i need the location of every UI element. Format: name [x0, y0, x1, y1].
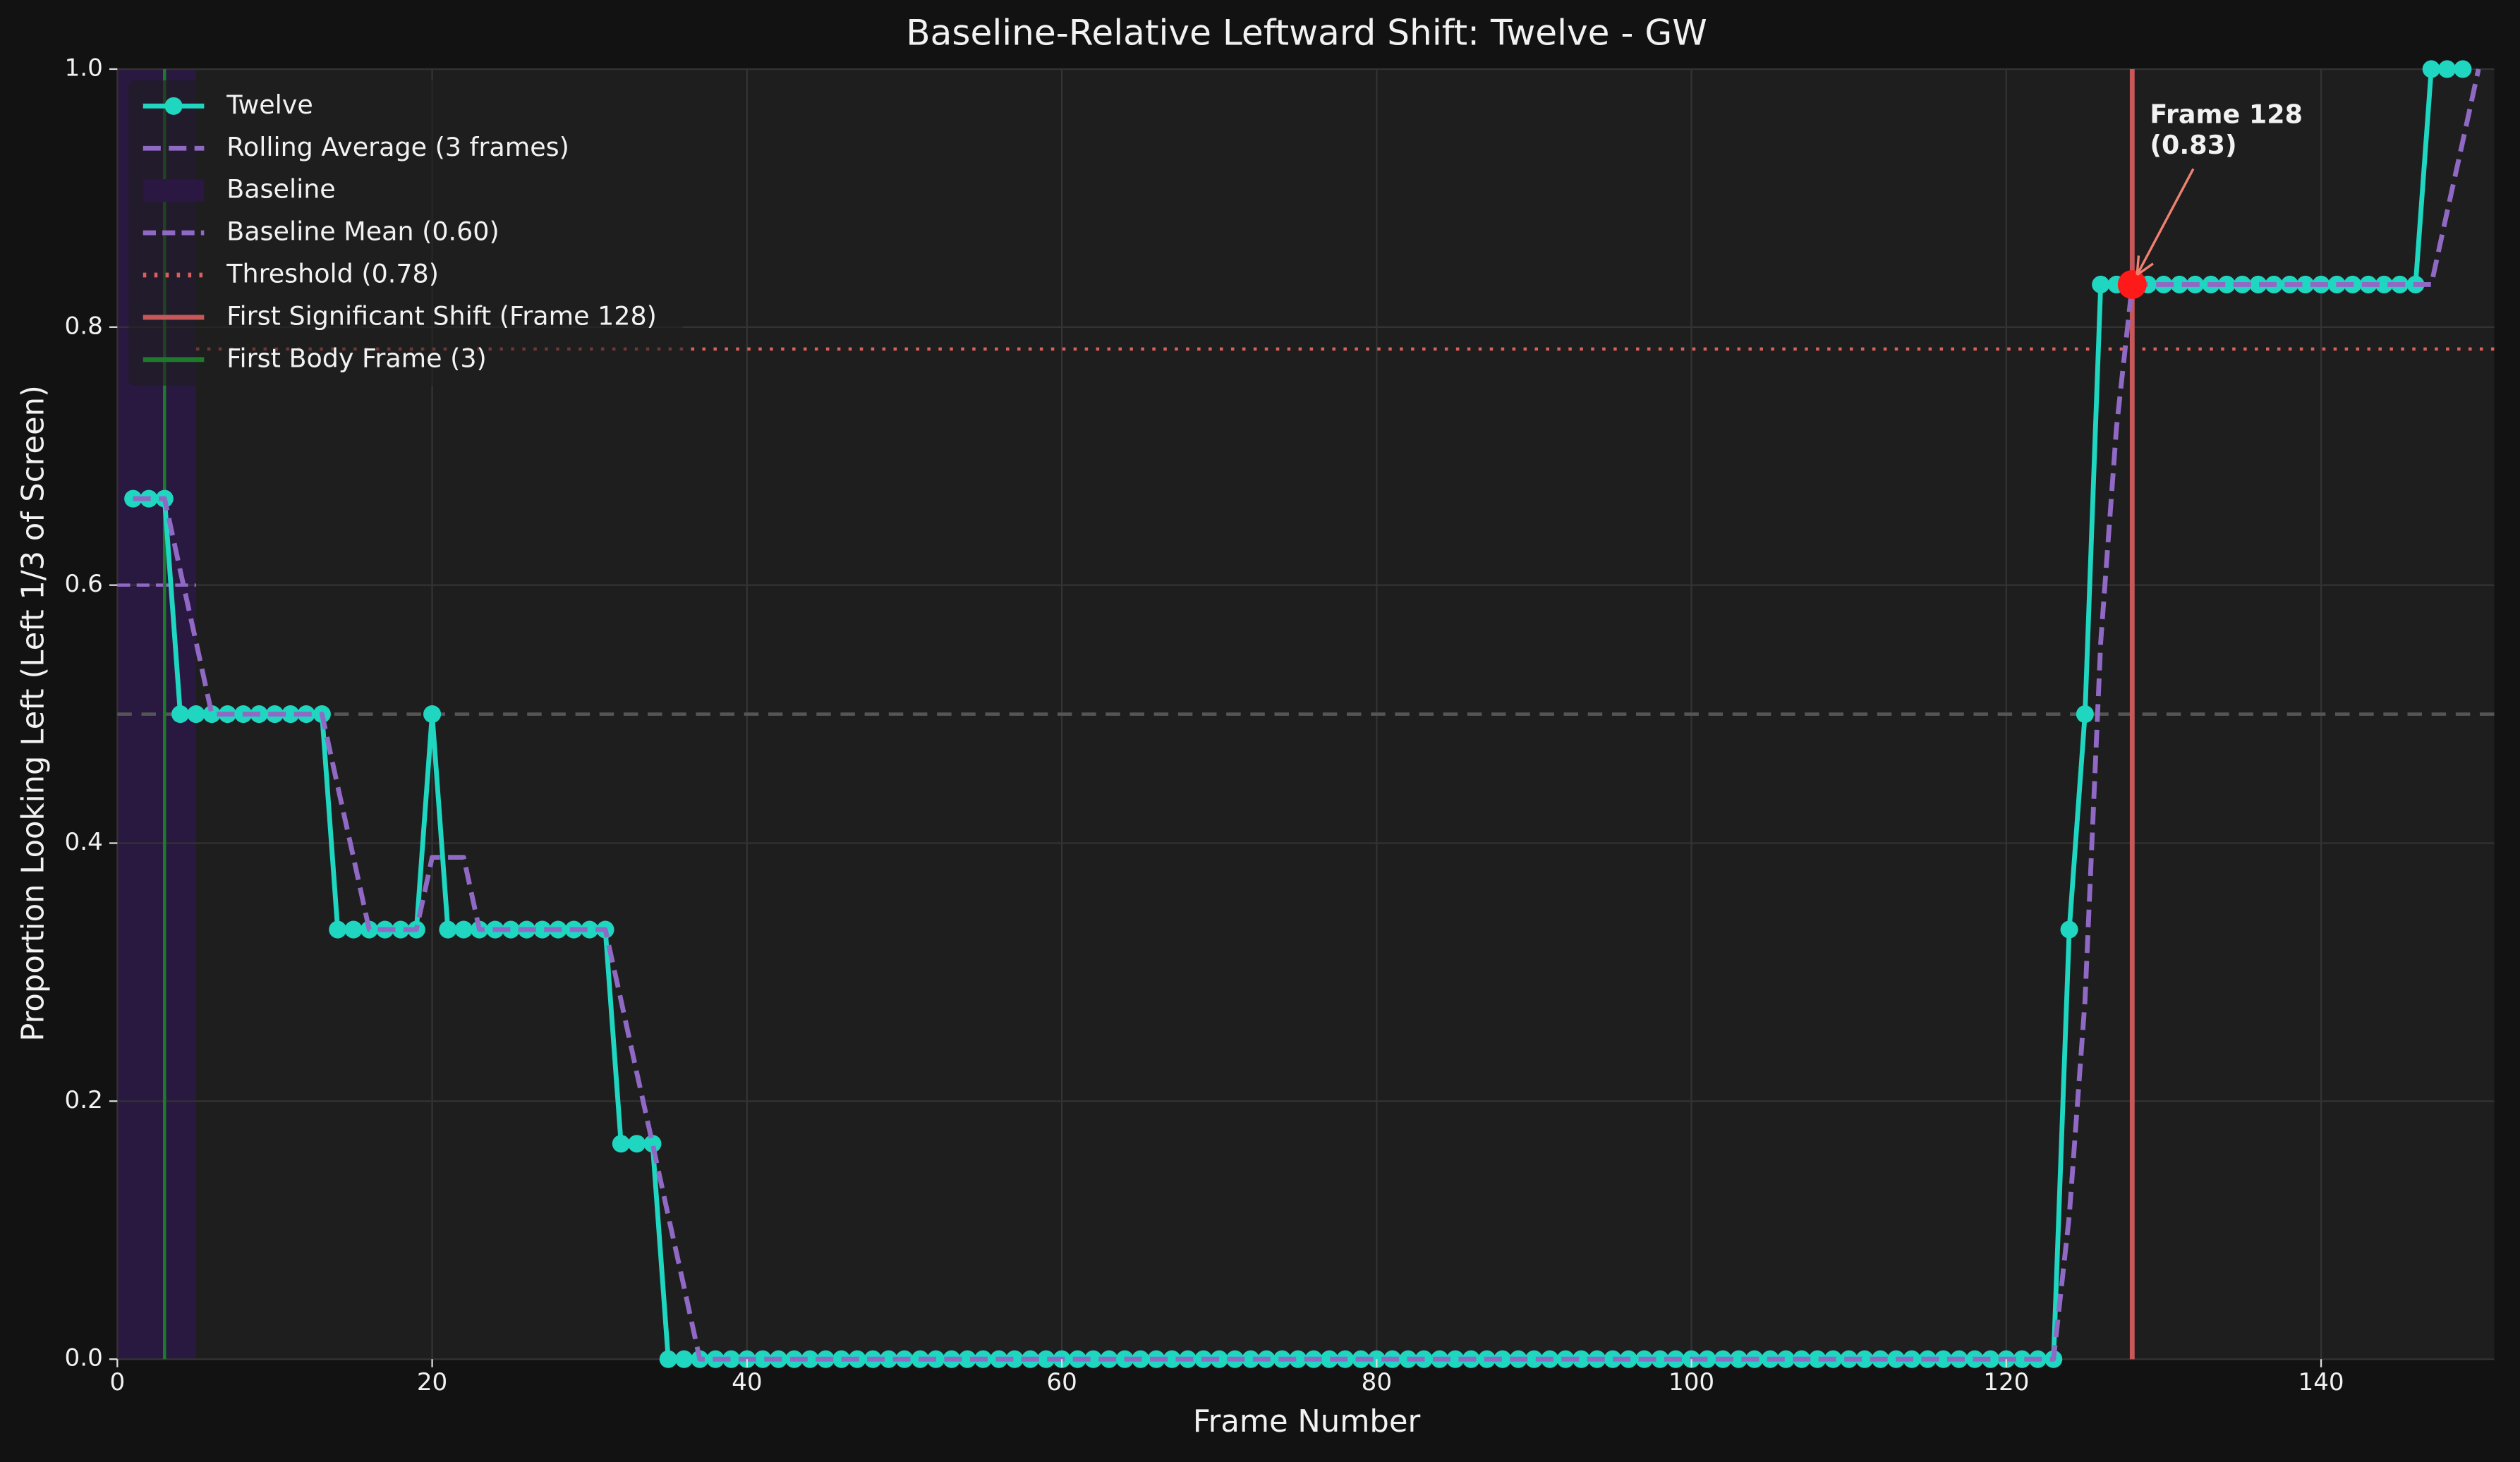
data-point: [1037, 1350, 1055, 1368]
x-tick-label: 80: [1362, 1368, 1392, 1396]
data-point: [392, 920, 410, 939]
data-point: [344, 920, 363, 939]
data-point: [454, 920, 473, 939]
data-point: [643, 1135, 662, 1153]
data-point: [1855, 1350, 1874, 1368]
data-point: [581, 920, 599, 939]
data-point: [502, 920, 520, 939]
data-point: [2217, 275, 2236, 293]
data-point: [1981, 1350, 2000, 1368]
data-point: [2060, 920, 2078, 939]
legend-label: Baseline Mean (0.60): [226, 217, 499, 247]
data-point: [2170, 275, 2188, 293]
data-point: [722, 1350, 741, 1368]
data-point: [171, 705, 190, 724]
data-point: [187, 705, 205, 724]
legend-label: Threshold (0.78): [226, 258, 439, 288]
annotation-arrowhead: [2136, 255, 2154, 276]
data-point: [1729, 1350, 1748, 1368]
data-point: [423, 705, 442, 724]
y-tick-label: 0.2: [64, 1086, 102, 1114]
data-point: [2092, 275, 2110, 293]
data-point: [958, 1350, 976, 1368]
data-point: [439, 920, 457, 939]
data-point: [2454, 60, 2472, 78]
data-point: [1005, 1350, 1024, 1368]
legend-marker: [164, 97, 183, 115]
chart-title: Baseline-Relative Leftward Shift: Twelve…: [906, 12, 1707, 54]
data-point: [659, 1350, 677, 1368]
data-point: [2422, 60, 2440, 78]
data-point: [1494, 1350, 1512, 1368]
data-point: [1289, 1350, 1307, 1368]
legend-label: First Body Frame (3): [226, 343, 487, 373]
y-tick-label: 1.0: [64, 54, 102, 82]
data-point: [1210, 1350, 1228, 1368]
data-point: [202, 705, 221, 724]
series-line: [133, 68, 2481, 1362]
legend-box: [128, 80, 684, 386]
data-point: [1320, 1350, 1338, 1368]
legend-label: Rolling Average (3 frames): [226, 132, 569, 162]
data-point: [329, 920, 347, 939]
data-point: [1776, 1350, 1795, 1368]
legend-label: First Significant Shift (Frame 128): [226, 300, 657, 331]
data-point: [2438, 60, 2457, 78]
x-axis-label: Frame Number: [1193, 1404, 1421, 1439]
y-axis-label: Proportion Looking Left (Left 1/3 of Scr…: [16, 385, 52, 1042]
data-point: [1446, 1350, 1465, 1368]
data-point: [801, 1350, 819, 1368]
data-point: [281, 705, 300, 724]
y-tick-label: 0.4: [64, 828, 102, 856]
data-point: [675, 1350, 693, 1368]
data-point: [2076, 705, 2094, 724]
data-point: [1572, 1350, 1590, 1368]
x-tick-label: 40: [732, 1368, 762, 1396]
data-point: [1604, 1350, 1622, 1368]
data-point: [2296, 275, 2315, 293]
x-tick-label: 140: [2298, 1368, 2344, 1396]
plot-area: [116, 60, 2495, 1368]
data-point: [1163, 1350, 1181, 1368]
highlight-point: [2117, 269, 2147, 299]
data-point: [1651, 1350, 1669, 1368]
annotation-text: (0.83): [2150, 130, 2236, 160]
legend-label: Twelve: [226, 90, 313, 120]
x-tick-label: 0: [109, 1368, 125, 1396]
legend-swatch: [143, 179, 205, 202]
data-point: [2013, 1350, 2031, 1368]
x-tick-label: 100: [1668, 1368, 1714, 1396]
data-point: [1808, 1350, 1827, 1368]
x-tick-label: 20: [417, 1368, 447, 1396]
y-tick-label: 0.8: [64, 312, 102, 340]
data-point: [1084, 1350, 1103, 1368]
data-point: [1525, 1350, 1543, 1368]
data-point: [2249, 275, 2267, 293]
data-point: [533, 920, 552, 939]
data-point: [2375, 275, 2393, 293]
data-point: [1242, 1350, 1260, 1368]
y-tick-label: 0.6: [64, 570, 102, 598]
x-tick-label: 120: [1983, 1368, 2029, 1396]
legend-label: Baseline: [226, 174, 335, 205]
data-point: [612, 1135, 630, 1153]
y-tick-label: 0.0: [64, 1344, 102, 1372]
data-point: [1934, 1350, 1953, 1368]
data-point: [753, 1350, 772, 1368]
data-point: [880, 1350, 898, 1368]
x-tick-label: 60: [1046, 1368, 1077, 1396]
legend: Twelve Rolling Average (3 frames) Baseline…: [128, 80, 684, 386]
annotation-arrow: [2136, 168, 2195, 276]
data-point: [628, 1135, 646, 1153]
annotation-text: Frame 128: [2150, 99, 2303, 130]
